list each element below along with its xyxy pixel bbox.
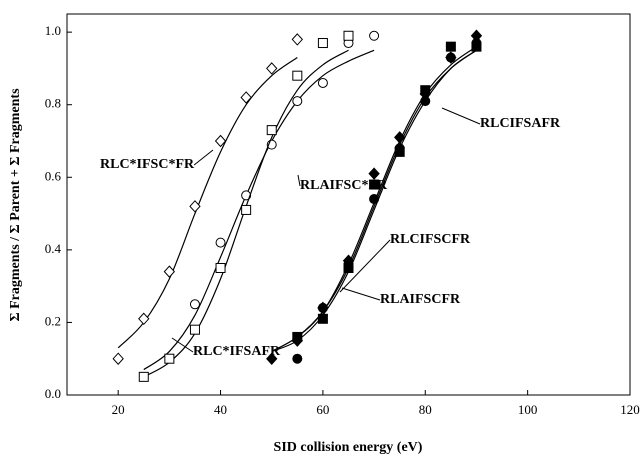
point: [240, 91, 252, 104]
point: [189, 324, 200, 335]
series-label: RLAIFSC*FR: [300, 178, 388, 193]
y-tick-label: 0.0: [45, 386, 61, 401]
point: [445, 52, 456, 63]
x-tick-label: 120: [620, 402, 640, 417]
point: [291, 33, 303, 46]
fit-curve: [271, 49, 477, 352]
point: [266, 125, 277, 136]
point: [163, 265, 176, 278]
leader-line: [171, 337, 194, 353]
y-tick-label: 0.2: [45, 313, 61, 328]
x-axis-label: SID collision energy (eV): [274, 440, 423, 455]
y-axis-label: Σ Fragments / Σ Parent + Σ Fragments: [8, 88, 23, 322]
series-label: RLCIFSCFR: [390, 232, 471, 247]
point: [241, 204, 252, 215]
point: [317, 38, 328, 49]
point: [214, 134, 227, 148]
point: [138, 371, 149, 382]
series-label: RLC*IFSAFR: [193, 344, 281, 359]
leader-line: [341, 287, 381, 301]
point: [164, 353, 175, 364]
plot-frame: [66, 13, 631, 396]
fit-curve: [117, 57, 298, 349]
point: [343, 30, 354, 41]
point: [266, 352, 278, 365]
point: [292, 353, 303, 364]
point: [215, 263, 226, 273]
point: [343, 263, 354, 273]
point: [394, 146, 405, 157]
series-label: RLC*IFSC*FR: [100, 157, 195, 172]
point: [138, 312, 150, 326]
point: [420, 85, 431, 96]
x-tick-label: 100: [518, 402, 538, 417]
point: [292, 331, 303, 342]
point: [189, 200, 201, 213]
x-tick-label: 20: [112, 402, 125, 417]
point: [292, 96, 303, 107]
point: [471, 41, 482, 52]
point: [215, 237, 226, 248]
fit-curve: [143, 49, 375, 371]
leader-line: [297, 174, 301, 187]
y-tick-label: 0.6: [45, 168, 62, 183]
x-tick-label: 60: [316, 402, 329, 417]
point: [369, 179, 380, 190]
x-tick-label: 80: [419, 402, 432, 417]
y-tick-label: 0.8: [45, 96, 61, 111]
point: [317, 313, 328, 324]
series-label: RLAIFSCFR: [380, 292, 461, 307]
x-tick-label: 40: [214, 402, 227, 417]
point: [189, 299, 200, 310]
point: [317, 77, 328, 88]
point: [369, 30, 380, 41]
leader-line: [441, 107, 481, 125]
leader-line: [193, 149, 214, 166]
series-label: RLCIFSAFR: [480, 116, 561, 131]
point: [368, 167, 380, 180]
point: [292, 70, 303, 81]
y-tick-label: 1.0: [45, 23, 61, 38]
point: [445, 41, 456, 52]
point: [112, 352, 124, 365]
point: [266, 62, 278, 75]
fit-curve: [271, 49, 477, 353]
leader-line: [339, 239, 391, 293]
y-tick-label: 0.4: [45, 241, 62, 256]
